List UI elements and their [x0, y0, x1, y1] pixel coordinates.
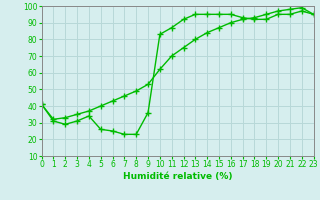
X-axis label: Humidité relative (%): Humidité relative (%): [123, 172, 232, 181]
